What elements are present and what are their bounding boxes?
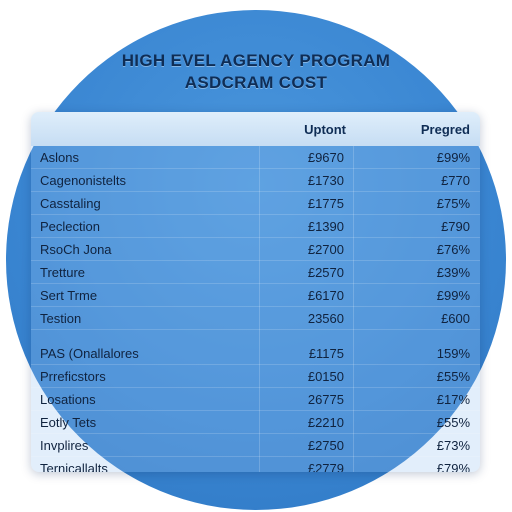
table-row: RsoCh Jona £2700 £76%	[31, 238, 480, 261]
row-name: Eotly Tets	[40, 415, 97, 430]
table-row: Tretture £2570 £39%	[31, 261, 480, 284]
row-progress: £55%	[436, 415, 470, 430]
row-upfront: £2700	[307, 242, 344, 257]
row-upfront: £1730	[307, 173, 344, 188]
row-name: Peclection	[40, 219, 100, 234]
row-progress: £39%	[436, 265, 470, 280]
table-row: Prreficstors £0150 £55%	[31, 365, 480, 388]
table-row: Casstaling £1775 £75%	[31, 192, 480, 215]
row-progress: £790	[441, 219, 470, 234]
table-row: Testion 23560 £600	[31, 307, 480, 330]
row-upfront: £2779	[307, 461, 344, 472]
row-upfront: 26775	[307, 392, 344, 407]
table-row: Aslons £9670 £99%	[31, 146, 480, 169]
row-name: Prreficstors	[40, 369, 106, 384]
row-upfront: £6170	[307, 288, 344, 303]
row-upfront: £1390	[307, 219, 344, 234]
table-row: Invplires £2750 £73%	[31, 434, 480, 457]
row-name: Losations	[40, 392, 96, 407]
column-divider	[353, 146, 354, 472]
row-name: Aslons	[40, 150, 80, 165]
row-upfront: £1775	[307, 196, 344, 211]
row-name: RsoCh Jona	[40, 242, 112, 257]
table-header: Uptont Pregred	[31, 112, 480, 146]
row-progress: £99%	[436, 288, 470, 303]
row-progress: £75%	[436, 196, 470, 211]
row-progress: £73%	[436, 438, 470, 453]
table-body: Aslons £9670 £99% Cagenonistelts £1730 £…	[31, 146, 480, 472]
table-row: PAS (Onallalores £1175 159%	[31, 342, 480, 365]
row-upfront: £2570	[307, 265, 344, 280]
row-name: Ternicallalts	[40, 461, 108, 472]
row-name: Testion	[40, 311, 82, 326]
row-name: Cagenonistelts	[40, 173, 126, 188]
row-progress: £99%	[436, 150, 470, 165]
title-line-1: HIGH EVEL AGENCY PROGRAM	[121, 51, 391, 70]
row-upfront: £9670	[307, 150, 344, 165]
table-row: Eotly Tets £2210 £55%	[31, 411, 480, 434]
row-upfront: £2210	[307, 415, 344, 430]
column-divider	[259, 146, 260, 472]
cost-table: Uptont Pregred Aslons £9670 £99% Cagenon…	[31, 112, 480, 472]
row-progress: £76%	[436, 242, 470, 257]
table-row: Ternicallalts £2779 £79%	[31, 457, 480, 472]
column-header-progress: Pregred	[420, 122, 470, 137]
row-progress: 159%	[436, 346, 470, 361]
column-header-upfront: Uptont	[304, 122, 346, 137]
row-name: Sert Trme	[40, 288, 98, 303]
row-name: Tretture	[40, 265, 86, 280]
table-row: Sert Trme £6170 £99%	[31, 284, 480, 307]
row-progress: £17%	[436, 392, 470, 407]
table-row: Losations 26775 £17%	[31, 388, 480, 411]
row-progress: £600	[441, 311, 470, 326]
table-row: Cagenonistelts £1730 £770	[31, 169, 480, 192]
title-line-2: ASDCRAM COST	[184, 73, 328, 92]
row-name: Casstaling	[40, 196, 101, 211]
row-upfront: 23560	[307, 311, 344, 326]
row-name: Invplires	[40, 438, 89, 453]
background-circle	[6, 10, 506, 510]
row-upfront: £1175	[308, 346, 344, 361]
table-row: Peclection £1390 £790	[31, 215, 480, 238]
row-upfront: £2750	[307, 438, 344, 453]
row-name: PAS (Onallalores	[40, 346, 139, 361]
row-progress: £770	[441, 173, 470, 188]
row-upfront: £0150	[307, 369, 344, 384]
row-progress: £79%	[436, 461, 470, 472]
row-progress: £55%	[436, 369, 470, 384]
